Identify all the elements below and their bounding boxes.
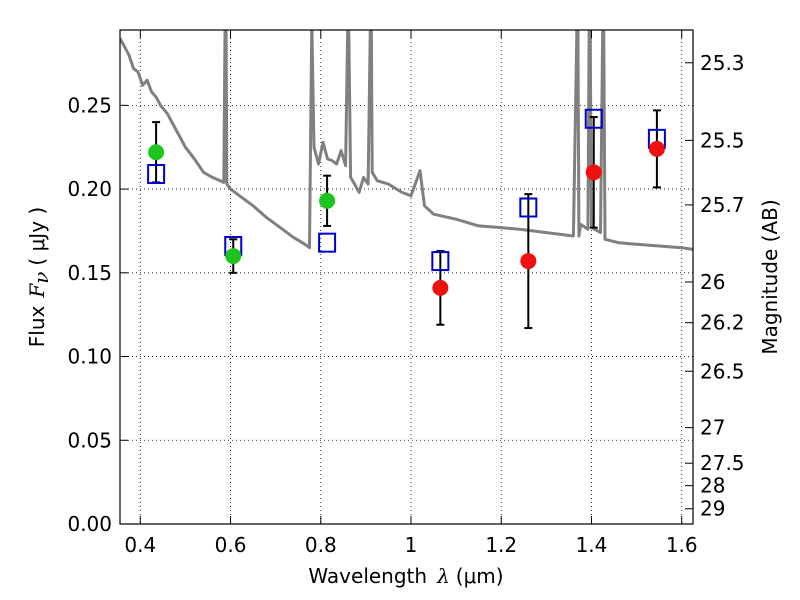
y2-axis-label: Magnitude (AB) — [758, 199, 782, 354]
y-axis: 0.00 0.05 0.10 0.15 0.20 0.25 — [67, 93, 128, 536]
y2-tick-label: 28 — [700, 474, 725, 498]
model-spectrum-line — [120, 30, 693, 251]
y-tick-label: 0.05 — [67, 428, 112, 452]
model-photometry-square — [584, 108, 603, 129]
y2-tick-label: 26.2 — [700, 311, 745, 335]
x-tick-label: 1.6 — [666, 533, 698, 557]
y2-tick-label: 27 — [700, 416, 725, 440]
y2-tick-label: 26.5 — [700, 359, 745, 383]
grid — [120, 30, 693, 524]
data-markers — [147, 108, 666, 296]
observed-flux-point — [520, 253, 537, 270]
y2-tick-label: 29 — [700, 497, 725, 521]
observed-flux-point — [319, 192, 336, 209]
y2-tick-label: 26 — [700, 270, 725, 294]
y-tick-label: 0.20 — [67, 177, 112, 201]
observed-flux-point — [585, 164, 602, 181]
model-photometry-square — [519, 197, 538, 218]
x-tick-label: 0.8 — [305, 533, 337, 557]
plot-frame — [119, 29, 694, 525]
x-tick-label: 1 — [405, 533, 418, 557]
y2-tick-label: 25.3 — [700, 51, 745, 75]
y-tick-label: 0.00 — [67, 512, 112, 536]
y-axis-label: FluxFν( μJy ) — [25, 207, 53, 347]
observed-flux-point — [648, 140, 665, 157]
y-tick-label: 0.10 — [67, 345, 112, 369]
error-bars — [152, 109, 661, 330]
model-photometry-square — [431, 251, 450, 272]
observed-flux-point — [148, 144, 165, 161]
x-tick-label: 1.4 — [576, 533, 608, 557]
model-photometry-square — [147, 164, 166, 185]
x-tick-label: 0.4 — [124, 533, 156, 557]
y2-tick-label: 27.5 — [700, 451, 745, 475]
x-axis-label: Wavelength λ (μm) — [308, 564, 503, 588]
x-tick-label: 0.6 — [215, 533, 247, 557]
model-spectrum — [120, 30, 693, 251]
x-tick-label: 1.2 — [485, 533, 517, 557]
y-tick-label: 0.15 — [67, 261, 112, 285]
y2-tick-label: 25.7 — [700, 193, 745, 217]
y-tick-label: 0.25 — [67, 93, 112, 117]
y2-tick-label: 25.5 — [700, 128, 745, 152]
observed-flux-point — [225, 248, 242, 265]
observed-flux-point — [432, 279, 449, 296]
x-axis: 0.4 0.6 0.8 1 1.2 1.4 1.6 — [124, 30, 698, 557]
model-photometry-square — [318, 232, 337, 253]
